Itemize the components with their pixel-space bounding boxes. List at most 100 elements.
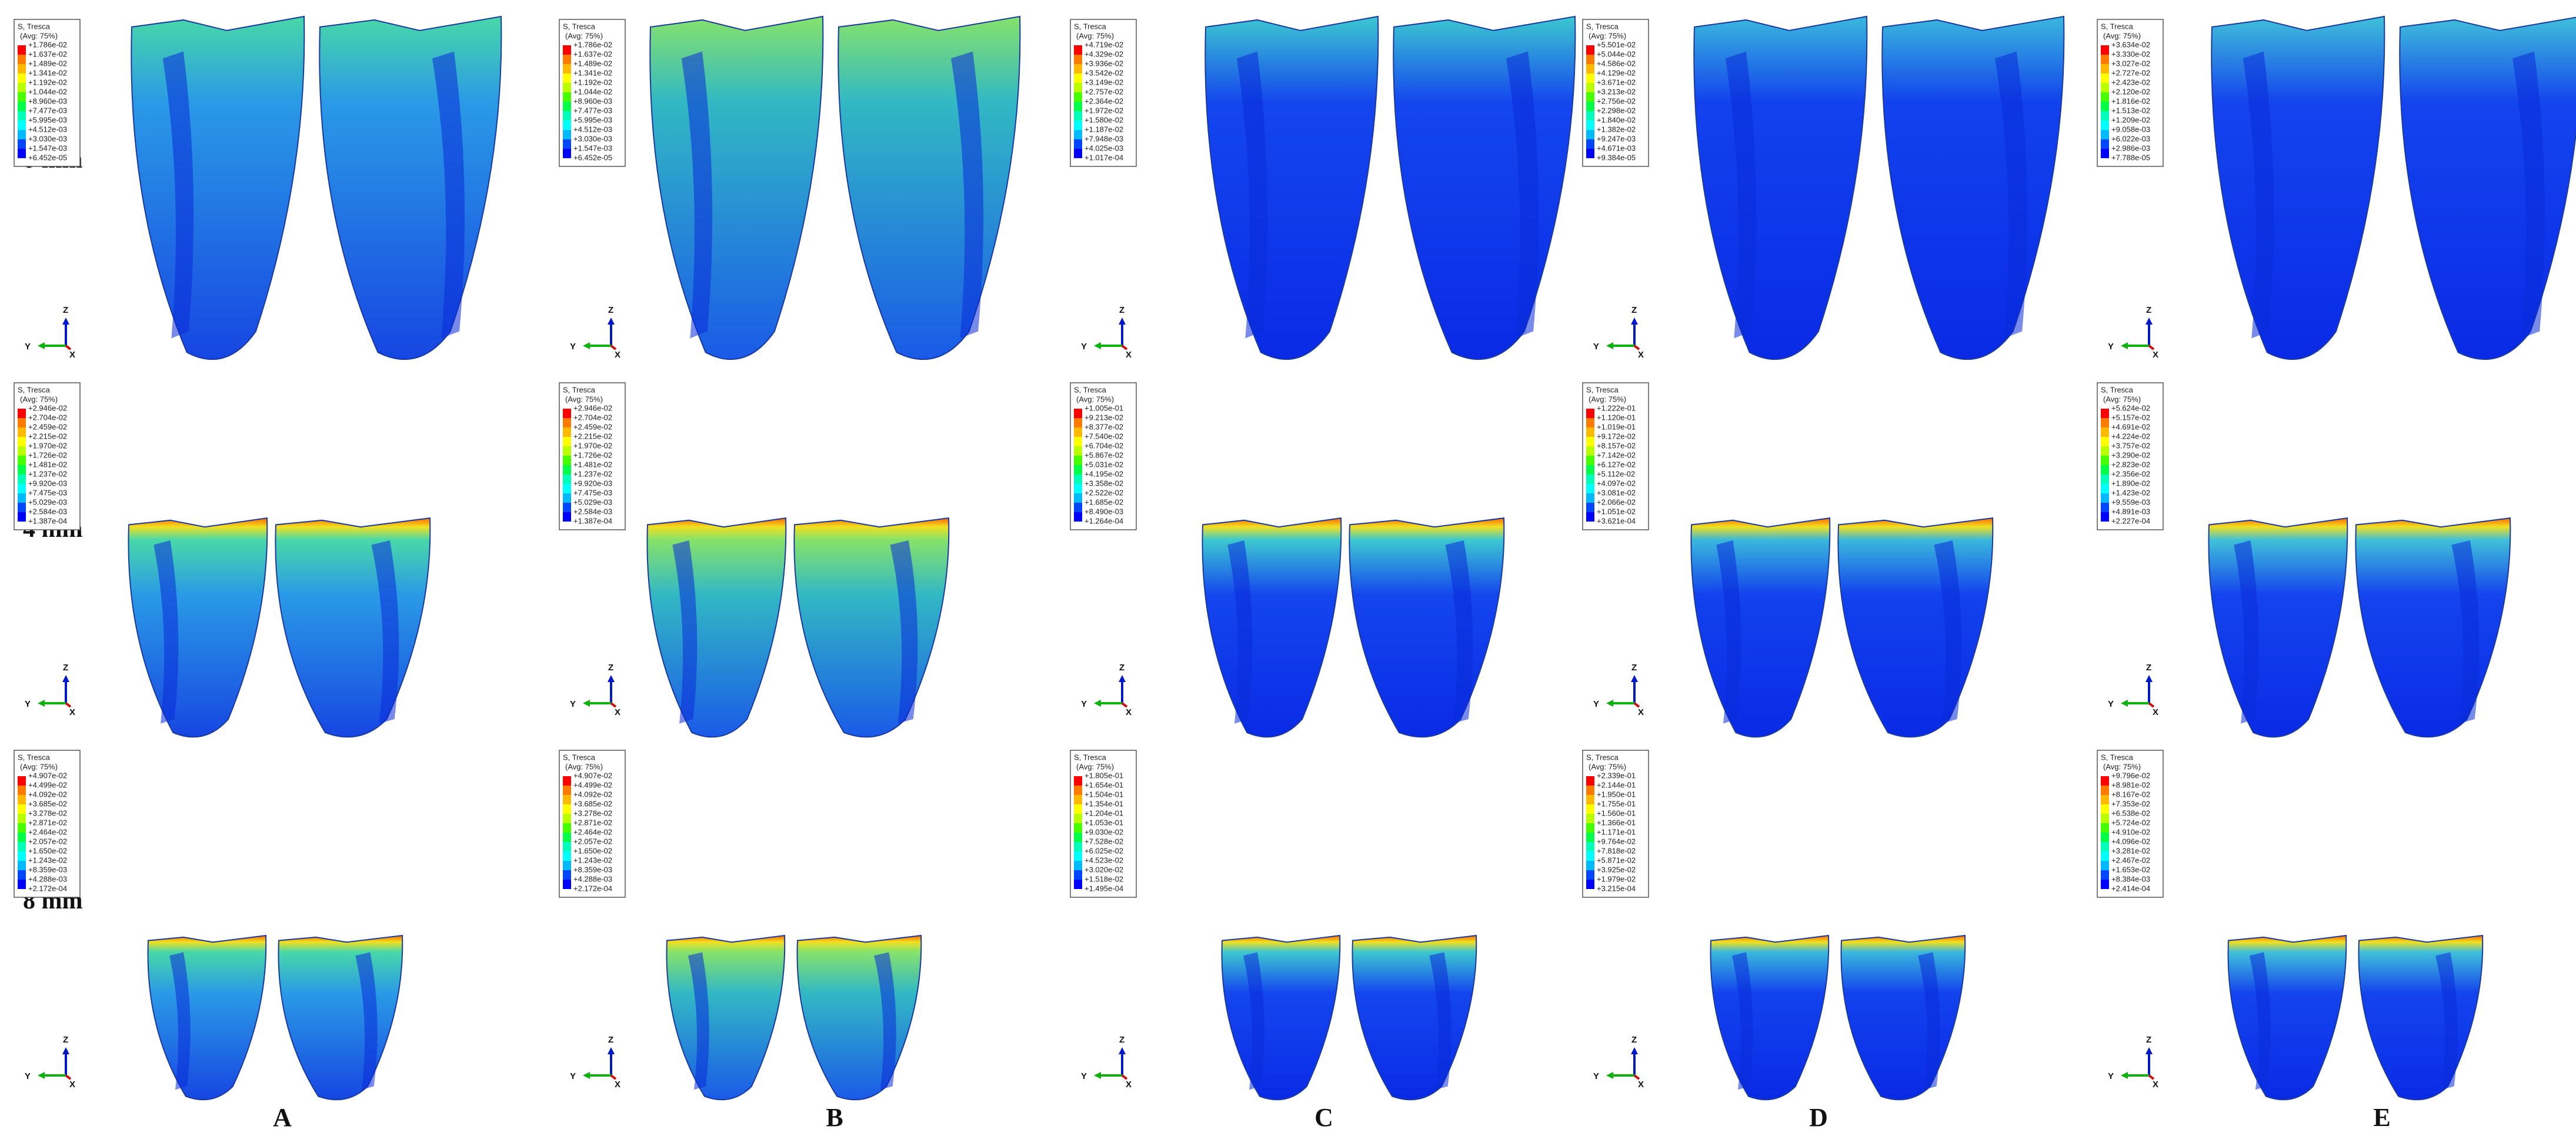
legend-value: +1.019e-01 bbox=[1597, 422, 1636, 431]
legend-swatch bbox=[18, 833, 26, 842]
legend-swatch bbox=[563, 870, 571, 880]
legend-value: +2.364e-02 bbox=[1085, 96, 1123, 105]
legend-swatch bbox=[1586, 842, 1594, 851]
stress-region bbox=[874, 952, 896, 1090]
legend-value: +1.044e-02 bbox=[28, 87, 67, 96]
triad-z-head bbox=[62, 1047, 69, 1054]
triad-y-label: Y bbox=[25, 342, 31, 352]
triad-x bbox=[1633, 702, 1640, 708]
legend-title: S, Tresca bbox=[1586, 753, 1619, 761]
stress-region bbox=[681, 51, 713, 339]
legend-title: S, Tresca bbox=[18, 753, 51, 761]
legend-swatch bbox=[563, 418, 571, 427]
legend-subtitle: (Avg: 75%) bbox=[2103, 762, 2141, 771]
legend-value: +1.726e-02 bbox=[28, 450, 67, 459]
legend-swatch bbox=[18, 437, 26, 446]
legend-swatch bbox=[1074, 427, 1082, 437]
legend-value: +4.288e-03 bbox=[573, 874, 612, 883]
legend: S, Tresca(Avg: 75%)+2.946e-02+2.704e-02+… bbox=[14, 382, 81, 530]
triad-y-head bbox=[1606, 342, 1613, 349]
legend-swatch bbox=[18, 484, 26, 493]
legend-value: +4.586e-02 bbox=[1597, 59, 1636, 68]
legend-swatch bbox=[1074, 418, 1082, 427]
tooth-model bbox=[1352, 934, 1477, 1101]
triad-y-label: Y bbox=[2108, 1071, 2114, 1081]
legend-swatch bbox=[563, 446, 571, 456]
axis-triad: Z Y X bbox=[570, 305, 620, 360]
legend-value: +4.092e-02 bbox=[573, 790, 612, 798]
triad-z-head bbox=[2145, 1047, 2153, 1054]
triad-y-head bbox=[1606, 700, 1613, 707]
tooth-model bbox=[2358, 934, 2484, 1101]
legend-subtitle: (Avg: 75%) bbox=[2103, 31, 2141, 40]
column-label: D bbox=[1809, 1103, 1828, 1132]
triad-y-head bbox=[583, 342, 590, 349]
legend-swatch bbox=[1074, 851, 1082, 861]
legend-subtitle: (Avg: 75%) bbox=[1589, 31, 1626, 40]
legend-swatch bbox=[563, 45, 571, 55]
axis-triad: Z Y X bbox=[2108, 1035, 2158, 1090]
stress-region bbox=[432, 51, 465, 339]
panel: S, Tresca(Avg: 75%)+3.634e-02+3.330e-02+… bbox=[2097, 15, 2576, 360]
legend-swatch bbox=[18, 121, 26, 130]
triad-y-label: Y bbox=[1593, 699, 1599, 709]
legend-value: +1.489e-02 bbox=[28, 59, 67, 68]
legend-swatch bbox=[563, 456, 571, 465]
legend-swatch bbox=[1074, 437, 1082, 446]
stress-region bbox=[1236, 51, 1268, 339]
legend-swatch bbox=[1074, 776, 1082, 786]
stress-region bbox=[1243, 952, 1264, 1090]
legend-value: +2.459e-02 bbox=[573, 422, 612, 431]
legend-value: +2.144e-01 bbox=[1597, 780, 1636, 789]
tooth-model bbox=[1349, 517, 1505, 738]
axis-triad: Z Y X bbox=[2108, 305, 2158, 360]
legend-swatch bbox=[563, 823, 571, 833]
legend-value: +1.481e-02 bbox=[28, 460, 67, 469]
tooth-model bbox=[1690, 517, 1831, 738]
tooth-model bbox=[1221, 934, 1341, 1101]
legend-swatch bbox=[18, 786, 26, 795]
triad-y-head bbox=[583, 700, 590, 707]
tooth-model bbox=[646, 517, 787, 738]
legend-title: S, Tresca bbox=[18, 385, 51, 394]
legend-swatch bbox=[1586, 446, 1594, 456]
legend-swatch bbox=[563, 484, 571, 493]
stress-region bbox=[688, 952, 709, 1090]
legend-value: +5.031e-02 bbox=[1085, 460, 1123, 469]
legend-swatch bbox=[18, 776, 26, 786]
triad-x-label: X bbox=[2153, 350, 2158, 360]
triad-z-head bbox=[608, 675, 615, 682]
legend-value: +2.172e-04 bbox=[573, 884, 612, 893]
triad-x-label: X bbox=[1126, 350, 1132, 360]
triad-x-label: X bbox=[69, 350, 75, 360]
stress-region bbox=[1716, 540, 1741, 724]
legend-swatch bbox=[18, 493, 26, 503]
legend-value: +2.946e-02 bbox=[573, 403, 612, 412]
legend-value: +1.637e-02 bbox=[573, 49, 612, 58]
legend-value: +1.222e-01 bbox=[1597, 403, 1636, 412]
legend-swatch bbox=[1586, 493, 1594, 503]
legend-swatch bbox=[563, 512, 571, 522]
legend: S, Tresca(Avg: 75%)+1.222e-01+1.120e-01+… bbox=[1582, 382, 1649, 530]
triad-y-label: Y bbox=[570, 1071, 576, 1081]
panel: S, Tresca(Avg: 75%)+5.624e-02+5.157e-02+… bbox=[2097, 382, 2511, 738]
panel: S, Tresca(Avg: 75%)+4.719e-02+4.329e-02+… bbox=[1070, 15, 1576, 360]
legend-swatch bbox=[2101, 102, 2109, 111]
legend-value: +1.495e-04 bbox=[1085, 884, 1123, 893]
legend-value: +2.704e-02 bbox=[28, 413, 67, 422]
legend-value: +1.387e-04 bbox=[28, 516, 67, 525]
legend-value: +3.278e-02 bbox=[573, 808, 612, 817]
legend-swatch bbox=[1586, 149, 1594, 158]
triad-y-head bbox=[1094, 700, 1101, 707]
legend-value: +5.112e-02 bbox=[1597, 469, 1635, 478]
legend-value: +7.477e-03 bbox=[28, 106, 67, 115]
stress-region bbox=[1227, 540, 1253, 724]
legend-swatch bbox=[1586, 512, 1594, 522]
legend-value: +4.523e-02 bbox=[1085, 856, 1123, 864]
legend-value: +3.936e-02 bbox=[1085, 59, 1123, 68]
legend-title: S, Tresca bbox=[1074, 753, 1107, 761]
legend-value: +1.171e-01 bbox=[1597, 827, 1636, 836]
legend-swatch bbox=[1586, 503, 1594, 512]
legend-swatch bbox=[1074, 139, 1082, 149]
legend-swatch bbox=[1586, 121, 1594, 130]
